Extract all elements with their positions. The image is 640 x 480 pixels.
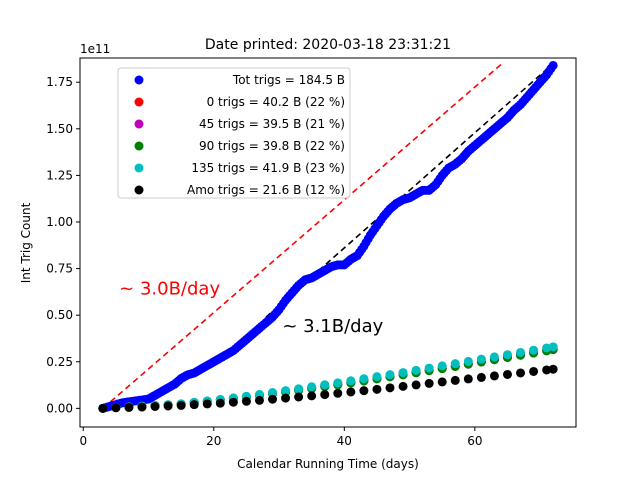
data-point: [98, 403, 108, 413]
legend-label: Tot trigs = 184.5 B: [232, 73, 345, 87]
rate-annotation: ~ 3.1B/day: [282, 316, 383, 337]
y-tick-label: 1.25: [46, 168, 73, 182]
data-point: [489, 352, 499, 362]
rate-annotation: ~ 3.0B/day: [119, 279, 220, 300]
data-point: [424, 378, 434, 388]
legend-box: [117, 67, 351, 199]
y-scale-label: 1e11: [80, 42, 110, 56]
y-tick-label: 0.50: [46, 308, 73, 322]
data-point: [294, 392, 304, 402]
data-point: [307, 382, 317, 392]
data-point: [359, 386, 369, 396]
data-point: [398, 381, 408, 391]
x-tick-label: 20: [206, 434, 221, 448]
data-point: [437, 361, 447, 371]
data-point: [215, 398, 225, 408]
legend-label: 90 trigs = 39.8 B (22 %): [199, 139, 345, 153]
data-point: [163, 401, 173, 411]
data-point: [548, 364, 558, 374]
y-tick-label: 0.75: [46, 262, 73, 276]
data-point: [398, 368, 408, 378]
axes: 0 20 40 60 0.00 0.25 0.50 0.75 1.00 1.25 1.50 1.75: [46, 57, 577, 448]
data-point: [529, 345, 539, 355]
legend-marker: [134, 185, 144, 195]
data-point: [372, 372, 382, 382]
legend-marker: [134, 97, 144, 107]
data-point: [476, 354, 486, 364]
data-point: [281, 393, 291, 403]
data-point: [320, 390, 330, 400]
y-tick-label: 0.00: [46, 401, 73, 415]
data-point: [333, 388, 343, 398]
legend: Tot trigs = 184.5 B 0 trigs = 40.2 B (22 …: [117, 67, 351, 199]
y-tick-label: 1.00: [46, 215, 73, 229]
data-point: [372, 384, 382, 394]
plot-frame: [79, 57, 577, 428]
data-point: [529, 366, 539, 376]
data-point: [111, 403, 121, 413]
data-point: [385, 383, 395, 393]
legend-label: 135 trigs = 41.9 B (23 %): [191, 161, 345, 175]
x-axis-label: Calendar Running Time (days): [237, 457, 419, 471]
data-point: [411, 380, 421, 390]
data-point: [254, 395, 264, 405]
data-point: [548, 342, 558, 352]
x-tick-label: 0: [79, 434, 87, 448]
chart-title: Date printed: 2020-03-18 23:31:21: [205, 37, 451, 53]
data-point: [385, 370, 395, 380]
data-point: [502, 350, 512, 360]
data-point: [189, 400, 199, 410]
data-point: [450, 375, 460, 385]
data-point: [542, 365, 552, 375]
data-point: [320, 380, 330, 390]
data-point: [228, 397, 238, 407]
data-point: [241, 396, 251, 406]
data-point: [489, 371, 499, 381]
data-point: [548, 60, 558, 70]
data-point: [333, 378, 343, 388]
data-point: [281, 386, 291, 396]
data-point: [268, 388, 278, 398]
data-point: [359, 374, 369, 384]
data-point: [463, 374, 473, 384]
y-tick-label: 1.75: [46, 75, 73, 89]
data-point: [346, 387, 356, 397]
legend-marker: [134, 119, 144, 129]
legend-marker: [134, 75, 144, 85]
data-point: [502, 369, 512, 379]
annotations: ~ 3.0B/day ~ 3.1B/day: [119, 279, 383, 337]
data-point: [476, 372, 486, 382]
x-tick-label: 60: [467, 434, 482, 448]
legend-label: 0 trigs = 40.2 B (22 %): [207, 95, 345, 109]
data-point: [176, 400, 186, 410]
data-point: [150, 402, 160, 411]
data-point: [463, 356, 473, 366]
y-tick-label: 0.25: [46, 355, 73, 369]
data-point: [137, 402, 147, 412]
data-point: [516, 368, 526, 378]
legend-label: 45 trigs = 39.5 B (21 %): [199, 117, 345, 131]
y-axis-label: Int Trig Count: [19, 202, 33, 283]
legend-marker: [134, 141, 144, 151]
trend-line: [102, 63, 502, 409]
data-point: [437, 377, 447, 387]
data-point: [294, 384, 304, 394]
data-point: [268, 394, 278, 404]
data-points: [98, 60, 558, 413]
series-5: [98, 364, 558, 413]
x-tick-label: 40: [337, 434, 352, 448]
data-point: [424, 363, 434, 373]
data-point: [411, 365, 421, 375]
data-point: [346, 376, 356, 386]
data-point: [516, 347, 526, 357]
legend-marker: [134, 163, 144, 173]
data-point: [202, 399, 212, 409]
y-tick-label: 1.50: [46, 122, 73, 136]
data-point: [307, 391, 317, 401]
data-point: [450, 359, 460, 369]
legend-label: Amo trigs = 21.6 B (12 %): [187, 183, 345, 197]
data-point: [124, 402, 134, 412]
